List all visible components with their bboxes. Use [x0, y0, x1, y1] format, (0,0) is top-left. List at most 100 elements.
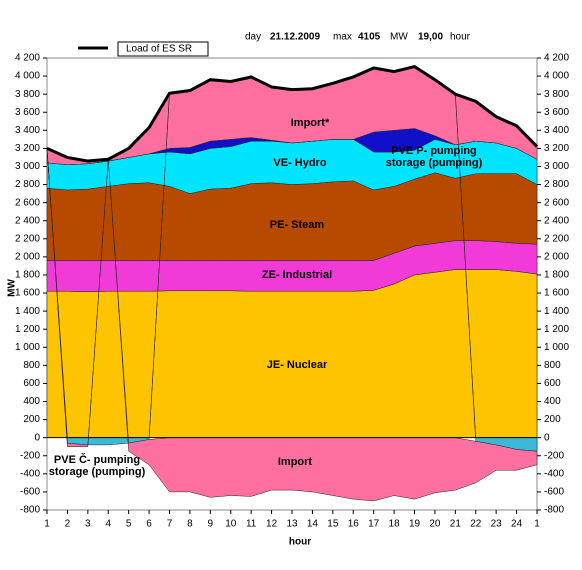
- y-tick-label: 0: [34, 432, 40, 443]
- y2-tick-label: 4 000: [544, 71, 569, 82]
- y-tick-label: 2 800: [15, 179, 40, 190]
- y2-tick-label: 2 800: [544, 179, 569, 190]
- x-tick-label: 8: [187, 519, 193, 530]
- y2-tick-label: 3 000: [544, 161, 569, 172]
- y2-tick-label: 1 800: [544, 270, 569, 281]
- y2-tick-label: 3 600: [544, 107, 569, 118]
- day-label: day: [245, 32, 261, 43]
- x-tick-label: 10: [225, 519, 237, 530]
- unit: MW: [390, 32, 408, 43]
- y2-tick-label: 3 800: [544, 89, 569, 100]
- area-label: PVE Č- pumping storage (pumping): [48, 454, 146, 478]
- y-tick-label: 2 400: [15, 215, 40, 226]
- x-tick-label: 2: [65, 519, 71, 530]
- area-label: Import: [277, 456, 313, 468]
- y2-tick-label: -400: [544, 468, 564, 479]
- x-tick-label: 19: [409, 519, 421, 530]
- y2-tick-label: -800: [544, 505, 564, 516]
- y2-tick-label: 1 600: [544, 288, 569, 299]
- area-label: ZE- Industrial: [261, 269, 333, 281]
- y2-tick-label: 4 200: [544, 53, 569, 64]
- y-tick-label: 600: [23, 378, 40, 389]
- y-tick-label: 2 000: [15, 252, 40, 263]
- y2-tick-label: 2 000: [544, 252, 569, 263]
- area-label: VE- Hydro: [273, 157, 327, 169]
- y2-tick-label: 2 600: [544, 197, 569, 208]
- y2-tick-label: 3 200: [544, 143, 569, 154]
- y-tick-label: 1 600: [15, 288, 40, 299]
- y-tick-label: 2 600: [15, 197, 40, 208]
- legend-label: Load of ES SR: [126, 44, 192, 55]
- y-tick-label: 3 600: [15, 107, 40, 118]
- y2-tick-label: 1 200: [544, 324, 569, 335]
- x-tick-label: 20: [429, 519, 441, 530]
- y-tick-label: 1 400: [15, 306, 40, 317]
- y-tick-label: 400: [23, 396, 40, 407]
- y-tick-label: 1 000: [15, 342, 40, 353]
- y2-tick-label: 800: [544, 360, 561, 371]
- y2-tick-label: 1 400: [544, 306, 569, 317]
- x-tick-label: 3: [85, 519, 91, 530]
- y-tick-label: 3 200: [15, 143, 40, 154]
- y-tick-label: 3 800: [15, 89, 40, 100]
- area-label: PE- Steam: [269, 219, 325, 231]
- y2-tick-label: 2 400: [544, 215, 569, 226]
- x-tick-label: 15: [327, 519, 339, 530]
- x-tick-label: 24: [511, 519, 523, 530]
- y-tick-label: -400: [20, 468, 40, 479]
- y-tick-label: 4 200: [15, 53, 40, 64]
- x-tick-label: 22: [470, 519, 482, 530]
- y2-tick-label: -200: [544, 450, 564, 461]
- y2-tick-label: 3 400: [544, 125, 569, 136]
- y-tick-label: 200: [23, 414, 40, 425]
- x-tick-label: 7: [167, 519, 173, 530]
- y2-tick-label: 0: [544, 432, 550, 443]
- x-tick-label: 13: [286, 519, 298, 530]
- y-tick-label: 3 000: [15, 161, 40, 172]
- y-tick-label: -600: [20, 487, 40, 498]
- y2-tick-label: 600: [544, 378, 561, 389]
- x-tick-label: 21: [450, 519, 462, 530]
- x-tick-label: 17: [368, 519, 380, 530]
- y2-tick-label: 2 200: [544, 233, 569, 244]
- day: 21.12.2009: [270, 32, 320, 43]
- load-line: [46, 64, 539, 163]
- y-tick-label: 1 200: [15, 324, 40, 335]
- x-tick-label: 5: [126, 519, 132, 530]
- y-tick-label: 4 000: [15, 71, 40, 82]
- hour-label: hour: [450, 32, 471, 43]
- y-tick-label: 3 400: [15, 125, 40, 136]
- x-tick-label: 23: [491, 519, 503, 530]
- y-axis-label: MW: [7, 279, 18, 297]
- x-axis-label: hour: [289, 537, 311, 548]
- x-tick-label: 16: [348, 519, 360, 530]
- legend-box: [117, 41, 209, 57]
- max-label: max: [333, 32, 352, 43]
- y2-tick-label: -600: [544, 487, 564, 498]
- x-tick-label: 6: [146, 519, 152, 530]
- x-tick-label: 14: [307, 519, 319, 530]
- x-tick-label: 11: [246, 519, 257, 530]
- y-tick-label: 800: [23, 360, 40, 371]
- y2-tick-label: 1 000: [544, 342, 569, 353]
- x-tick-label: 4: [105, 519, 111, 530]
- x-tick-label: 12: [266, 519, 278, 530]
- max: 4105: [358, 32, 381, 43]
- area-label: JE- Nuclear: [266, 359, 328, 371]
- area: [46, 269, 538, 438]
- area-label: Import*: [290, 117, 330, 129]
- x-tick-label: 18: [389, 519, 401, 530]
- y2-tick-label: 200: [544, 414, 561, 425]
- y2-tick-label: 400: [544, 396, 561, 407]
- y-tick-label: -800: [20, 505, 40, 516]
- y-tick-label: 1 800: [15, 270, 40, 281]
- y-tick-label: -200: [20, 450, 40, 461]
- x-tick-label: 1: [44, 519, 50, 530]
- x-tick-label: 1: [534, 519, 540, 530]
- y-tick-label: 2 200: [15, 233, 40, 244]
- x-tick-label: 9: [208, 519, 214, 530]
- area-label: PVE P- pumping storage (pumping): [385, 145, 483, 169]
- hour: 19,00: [418, 32, 443, 43]
